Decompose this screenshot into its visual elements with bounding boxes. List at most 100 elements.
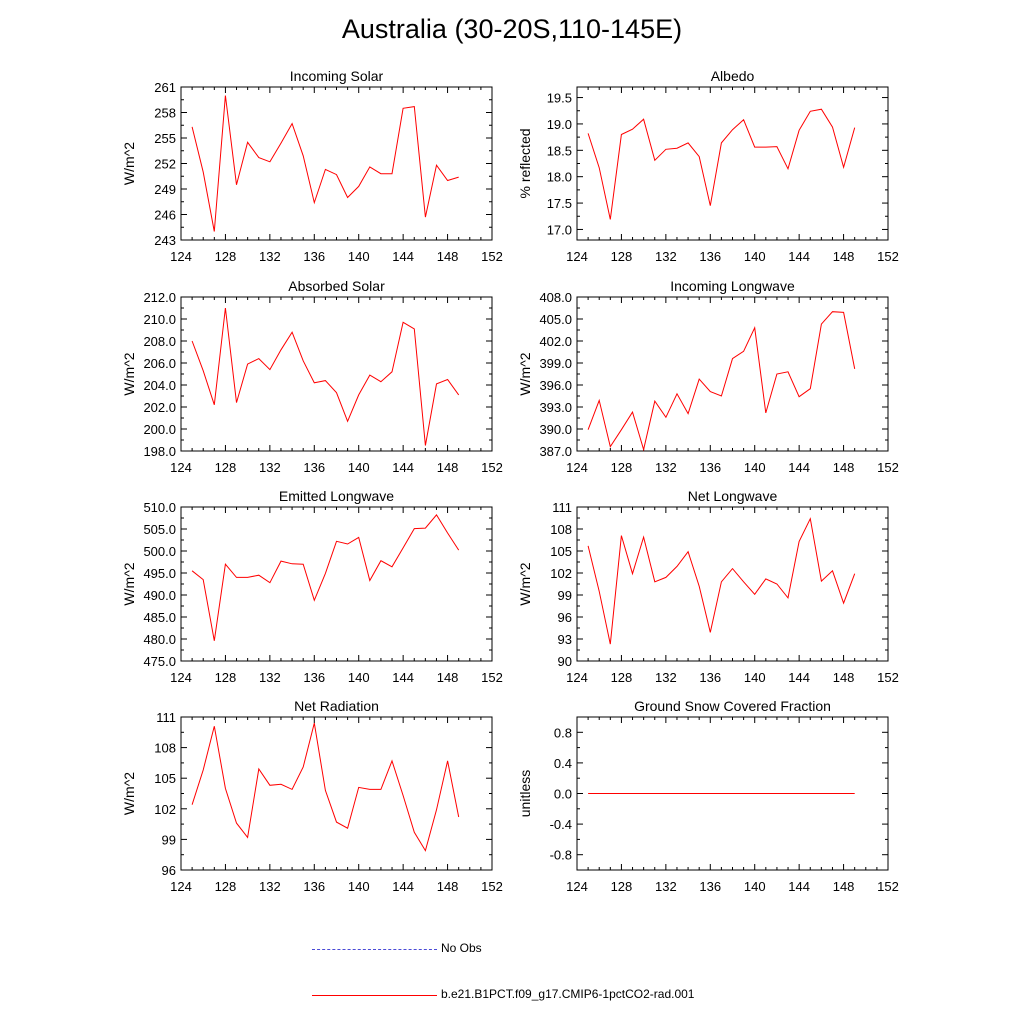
y-tick-label: 393.0 xyxy=(539,400,572,415)
x-tick-label: 140 xyxy=(348,670,370,685)
y-tick-label: 405.0 xyxy=(539,312,572,327)
y-tick-label: 96 xyxy=(162,863,176,878)
x-tick-label: 136 xyxy=(699,879,721,894)
x-tick-label: 124 xyxy=(170,460,192,475)
x-tick-label: 148 xyxy=(833,460,855,475)
y-tick-label: 500.0 xyxy=(143,544,176,559)
x-tick-label: 148 xyxy=(437,249,459,264)
panel-title: Absorbed Solar xyxy=(288,278,385,294)
x-tick-label: 128 xyxy=(611,879,633,894)
y-tick-label: 0.4 xyxy=(554,756,572,771)
y-tick-label: 490.0 xyxy=(143,588,176,603)
x-tick-label: 136 xyxy=(699,249,721,264)
panel-albedo: Albedo % reflected 124 128 132 136 140 144 148 15… xyxy=(517,68,899,264)
y-axis-label: W/m^2 xyxy=(121,142,137,185)
y-tick-label: 505.0 xyxy=(143,522,176,537)
y-tick-label: 402.0 xyxy=(539,334,572,349)
x-tick-label: 152 xyxy=(877,879,899,894)
y-tick-label: 202.0 xyxy=(143,400,176,415)
y-tick-label: 200.0 xyxy=(143,422,176,437)
y-tick-label: 96 xyxy=(558,610,572,625)
x-tick-label: 136 xyxy=(303,460,325,475)
y-tick-label: 396.0 xyxy=(539,378,572,393)
x-tick-label: 152 xyxy=(877,249,899,264)
y-tick-label: 18.0 xyxy=(547,170,572,185)
x-tick-label: 144 xyxy=(392,460,414,475)
y-tick-label: 17.5 xyxy=(547,196,572,211)
x-tick-label: 152 xyxy=(481,670,503,685)
x-tick-label: 128 xyxy=(611,249,633,264)
y-tick-label: 210.0 xyxy=(143,312,176,327)
x-tick-label: 140 xyxy=(348,879,370,894)
x-tick-label: 148 xyxy=(833,670,855,685)
y-tick-label: -0.4 xyxy=(550,817,572,832)
panel-title: Net Longwave xyxy=(688,488,778,504)
y-tick-label: 102 xyxy=(550,566,572,581)
y-tick-label: 0.8 xyxy=(554,725,572,740)
y-tick-label: 261 xyxy=(154,80,176,95)
panel-title: Albedo xyxy=(711,68,755,84)
y-axis-label: % reflected xyxy=(517,128,533,198)
panel-title: Incoming Solar xyxy=(290,68,384,84)
plot-frame xyxy=(180,296,493,452)
y-tick-label: 105 xyxy=(550,544,572,559)
x-tick-label: 124 xyxy=(170,670,192,685)
panel-net-radiation: Net Radiation W/m^2 124 128 132 136 140 144 148 1… xyxy=(121,698,503,894)
x-tick-label: 136 xyxy=(303,249,325,264)
legend-label-model: b.e21.B1PCT.f09_g17.CMIP6-1pctCO2-rad.00… xyxy=(441,987,695,1001)
y-tick-label: 105 xyxy=(154,771,176,786)
series-line-absorbed-solar xyxy=(191,307,460,446)
y-tick-label: 206.0 xyxy=(143,356,176,371)
x-tick-label: 124 xyxy=(566,879,588,894)
x-tick-label: 144 xyxy=(392,670,414,685)
x-tick-label: 144 xyxy=(392,879,414,894)
y-tick-label: 111 xyxy=(156,710,176,725)
y-tick-label: 0.0 xyxy=(554,787,572,802)
x-tick-label: 128 xyxy=(215,670,237,685)
x-tick-label: 132 xyxy=(655,249,677,264)
y-tick-label: 108 xyxy=(154,741,176,756)
y-tick-label: 249 xyxy=(154,182,176,197)
y-tick-label: 387.0 xyxy=(539,444,572,459)
figure-title: Australia (30-20S,110-145E) xyxy=(341,14,683,44)
x-tick-label: 152 xyxy=(877,670,899,685)
x-tick-label: 140 xyxy=(744,460,766,475)
y-tick-label: 204.0 xyxy=(143,378,176,393)
x-tick-label: 132 xyxy=(655,879,677,894)
y-tick-label: 99 xyxy=(558,588,572,603)
x-tick-label: 144 xyxy=(788,460,810,475)
y-tick-label: 258 xyxy=(154,106,176,121)
y-tick-label: 208.0 xyxy=(143,334,176,349)
y-tick-label: 108 xyxy=(550,522,572,537)
y-tick-label: 198.0 xyxy=(143,444,176,459)
series-line-net-longwave xyxy=(587,517,856,645)
y-tick-label: 510.0 xyxy=(143,500,176,515)
plot-frame xyxy=(180,716,493,871)
x-tick-label: 132 xyxy=(259,249,281,264)
y-tick-label: 480.0 xyxy=(143,632,176,647)
y-axis-label: W/m^2 xyxy=(517,562,533,605)
x-tick-label: 136 xyxy=(303,879,325,894)
x-tick-label: 152 xyxy=(481,879,503,894)
panel-title: Incoming Longwave xyxy=(670,278,795,294)
x-tick-label: 124 xyxy=(566,460,588,475)
plot-frame xyxy=(576,296,889,452)
x-tick-label: 136 xyxy=(303,670,325,685)
x-tick-label: 140 xyxy=(744,670,766,685)
x-tick-label: 152 xyxy=(481,460,503,475)
panel-absorbed-solar: Absorbed Solar W/m^2 124 128 132 136 140 144 148… xyxy=(121,278,503,475)
panel-emitted-longwave: Emitted Longwave W/m^2 124 128 132 136 140 144 1… xyxy=(121,488,503,685)
y-tick-label: 485.0 xyxy=(143,610,176,625)
y-tick-label: 399.0 xyxy=(539,356,572,371)
series-line-net-radiation xyxy=(191,722,460,852)
y-tick-label: 255 xyxy=(154,131,176,146)
x-tick-label: 128 xyxy=(611,460,633,475)
panel-incoming-solar: Incoming Solar W/m^2 124 128 132 136 140 144 148… xyxy=(121,68,503,264)
x-tick-label: 128 xyxy=(215,249,237,264)
y-tick-label: 99 xyxy=(162,832,176,847)
legend-line-no-obs xyxy=(312,949,437,950)
x-tick-label: 124 xyxy=(170,249,192,264)
legend-line-model xyxy=(312,995,437,996)
x-tick-label: 144 xyxy=(788,249,810,264)
